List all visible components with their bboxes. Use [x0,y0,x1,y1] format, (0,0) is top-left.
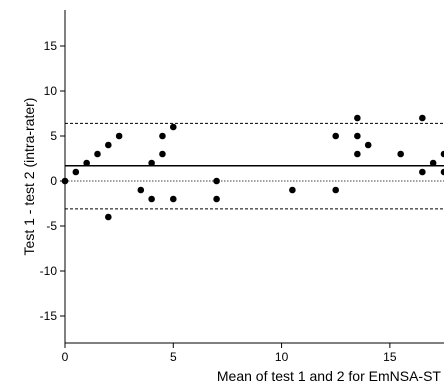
y-tick-label: -10 [40,264,58,278]
data-point [354,132,361,140]
axes [64,10,444,344]
x-tick-label: 15 [383,350,397,364]
data-point [429,159,437,167]
ticks: -15 -10 -5 0 5 10 15 0 5 10 15 [40,39,397,364]
data-point [169,195,177,203]
data-point [148,195,155,203]
data-point [72,168,80,176]
data-point [354,150,361,158]
data-point [354,114,361,122]
y-tick-label: -5 [46,219,57,233]
x-tick-label: 10 [275,350,289,364]
reference-lines [65,122,444,210]
data-point [332,186,340,194]
x-tick-label: 0 [62,350,69,364]
y-axis-title: Test 1 - test 2 (intra-rater) [21,98,37,256]
data-points [61,114,444,221]
data-point [332,132,340,140]
data-point [419,168,426,176]
data-point [83,159,90,167]
y-tick-label: -15 [40,309,58,323]
data-point [169,123,177,131]
y-tick-label: 10 [44,84,58,98]
y-tick-label: 15 [44,39,58,53]
x-axis-title: Mean of test 1 and 2 for EmNSA-ST [217,368,442,384]
data-point [213,177,220,185]
data-point [159,150,166,158]
data-point [213,195,220,203]
data-point [148,159,155,167]
x-tick-label: 5 [170,350,177,364]
y-tick-label: 5 [50,129,57,143]
data-point [289,186,296,194]
data-point [440,168,444,176]
data-point [159,132,166,140]
data-point [440,150,444,158]
data-point [105,141,112,149]
y-tick-label: 0 [50,174,57,188]
data-point [115,132,123,140]
data-point [419,114,426,122]
data-point [137,186,145,194]
data-point [364,141,372,149]
data-point [105,213,112,221]
data-point [397,150,404,158]
data-point [94,150,101,158]
